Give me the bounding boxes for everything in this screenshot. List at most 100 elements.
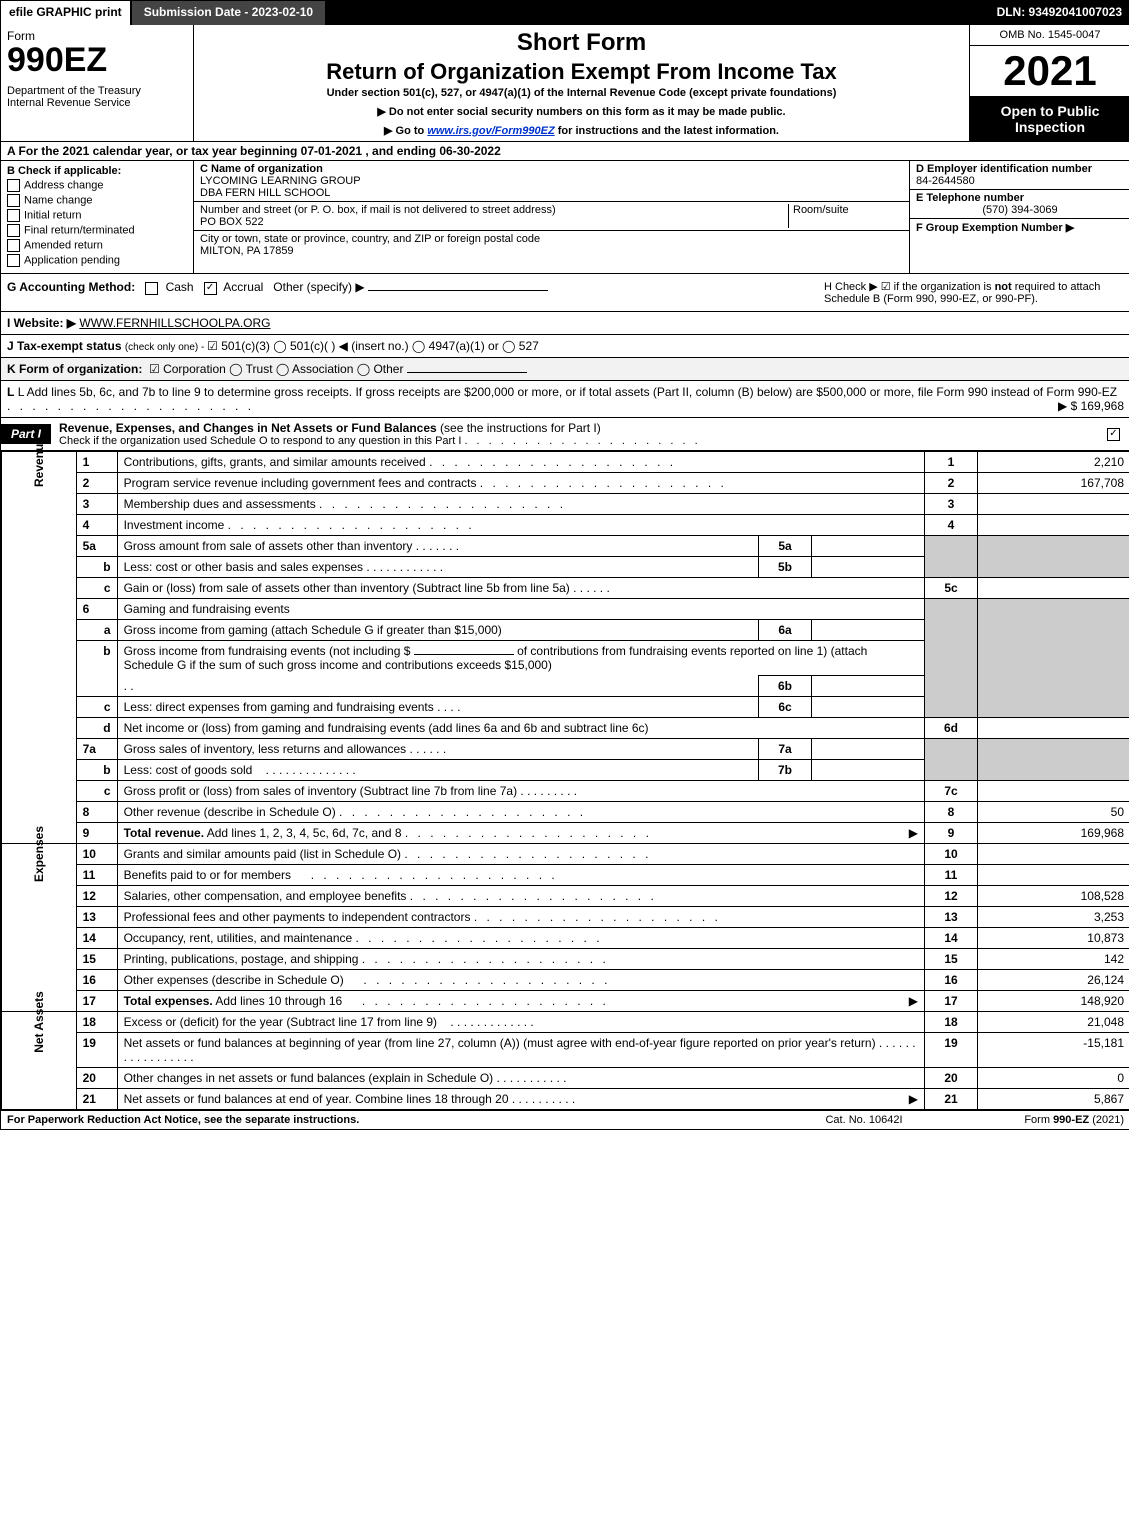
section-b: B Check if applicable: Address change Na… — [1, 161, 194, 273]
section-h: H Check ▶ ☑ if the organization is not r… — [824, 280, 1124, 305]
line-14: 14 Occupancy, rent, utilities, and maint… — [2, 928, 1129, 949]
revenue-side-label: Revenue — [2, 452, 77, 844]
line-12: 12 Salaries, other compensation, and emp… — [2, 886, 1129, 907]
main-title: Return of Organization Exempt From Incom… — [200, 59, 963, 85]
footer-left: For Paperwork Reduction Act Notice, see … — [7, 1114, 764, 1126]
section-j-sub: (check only one) - — [125, 342, 207, 353]
line-18: Net Assets 18 Excess or (deficit) for th… — [2, 1012, 1129, 1033]
line-20: 20 Other changes in net assets or fund b… — [2, 1068, 1129, 1089]
tax-year: 2021 — [970, 46, 1129, 97]
section-a: A For the 2021 calendar year, or tax yea… — [1, 142, 1129, 161]
other-input[interactable] — [368, 290, 548, 291]
org-name-row: C Name of organization LYCOMING LEARNING… — [194, 161, 909, 202]
org-name: LYCOMING LEARNING GROUP DBA FERN HILL SC… — [200, 175, 361, 199]
line-6: 6 Gaming and fundraising events — [2, 599, 1129, 620]
row-g-h: G Accounting Method: Cash Accrual Other … — [1, 274, 1129, 312]
line-21: 21 Net assets or fund balances at end of… — [2, 1089, 1129, 1110]
ein-value: 84-2644580 — [916, 175, 975, 187]
val-7b — [812, 760, 925, 781]
form-number: 990EZ — [7, 43, 187, 77]
lines-table: Revenue 1 Contributions, gifts, grants, … — [1, 451, 1129, 1110]
city-label: City or town, state or province, country… — [200, 233, 540, 245]
section-j-label: J Tax-exempt status — [7, 339, 122, 353]
group-exemption-label: F Group Exemption Number ▶ — [916, 222, 1074, 234]
other-org-input[interactable] — [407, 372, 527, 373]
line-7a: 7a Gross sales of inventory, less return… — [2, 739, 1129, 760]
section-l-text: L Add lines 5b, 6c, and 7b to line 9 to … — [18, 385, 1117, 399]
check-address-change[interactable]: Address change — [7, 179, 187, 192]
val-5a — [812, 536, 925, 557]
ein-row: D Employer identification number 84-2644… — [910, 161, 1129, 190]
check-final-return[interactable]: Final return/terminated — [7, 224, 187, 237]
section-b-label: B Check if applicable: — [7, 165, 187, 177]
phone-value: (570) 394-3069 — [916, 204, 1124, 216]
check-name-change[interactable]: Name change — [7, 194, 187, 207]
line-19: 19 Net assets or fund balances at beginn… — [2, 1033, 1129, 1068]
omb-label: OMB No. 1545-0047 — [970, 25, 1129, 46]
title-right: OMB No. 1545-0047 2021 Open to Public In… — [970, 25, 1129, 141]
section-c-label: C Name of organization — [200, 163, 323, 175]
val-5b — [812, 557, 925, 578]
phone-row: E Telephone number (570) 394-3069 — [910, 190, 1129, 219]
line-3: 3 Membership dues and assessments 3 — [2, 494, 1129, 515]
ein-label: D Employer identification number — [916, 163, 1092, 175]
header-bar: efile GRAPHIC print Submission Date - 20… — [1, 1, 1129, 25]
title-center: Short Form Return of Organization Exempt… — [194, 25, 970, 141]
note2-suffix: for instructions and the latest informat… — [555, 125, 779, 137]
website-value[interactable]: WWW.FERNHILLSCHOOLPA.ORG — [79, 316, 270, 330]
section-l: L L Add lines 5b, 6c, and 7b to line 9 t… — [1, 381, 1129, 418]
note-link: ▶ Go to www.irs.gov/Form990EZ for instru… — [200, 124, 963, 137]
section-j-opts: ☑ 501(c)(3) ◯ 501(c)( ) ◀ (insert no.) ◯… — [207, 339, 539, 353]
section-i: I Website: ▶ WWW.FERNHILLSCHOOLPA.ORG — [1, 312, 1129, 335]
subtitle: Under section 501(c), 527, or 4947(a)(1)… — [200, 87, 963, 99]
line-15: 15 Printing, publications, postage, and … — [2, 949, 1129, 970]
city-value: MILTON, PA 17859 — [200, 245, 294, 257]
footer-mid: Cat. No. 10642I — [764, 1114, 964, 1126]
irs-link[interactable]: www.irs.gov/Form990EZ — [427, 125, 554, 137]
website-label: I Website: ▶ — [7, 316, 76, 330]
val-6b — [812, 676, 925, 697]
room-label: Room/suite — [793, 204, 849, 216]
section-g: G Accounting Method: Cash Accrual Other … — [7, 280, 824, 305]
line-5c: c Gain or (loss) from sale of assets oth… — [2, 578, 1129, 599]
line-11: 11 Benefits paid to or for members 11 — [2, 865, 1129, 886]
section-d: D Employer identification number 84-2644… — [910, 161, 1129, 273]
section-l-amount: ▶ $ 169,968 — [1058, 399, 1124, 413]
section-k-label: K Form of organization: — [7, 362, 142, 376]
line-4: 4 Investment income 4 — [2, 515, 1129, 536]
section-k-opts: ☑ Corporation ◯ Trust ◯ Association ◯ Ot… — [149, 362, 403, 376]
check-amended-return[interactable]: Amended return — [7, 239, 187, 252]
line-5a: 5a Gross amount from sale of assets othe… — [2, 536, 1129, 557]
header-spacer — [327, 1, 988, 25]
check-application-pending[interactable]: Application pending — [7, 254, 187, 267]
line-7c: c Gross profit or (loss) from sales of i… — [2, 781, 1129, 802]
addr-row: Number and street (or P. O. box, if mail… — [194, 202, 909, 231]
line-8: 8 Other revenue (describe in Schedule O)… — [2, 802, 1129, 823]
line-13: 13 Professional fees and other payments … — [2, 907, 1129, 928]
cash-checkbox[interactable] — [145, 282, 158, 295]
note2-prefix: ▶ Go to — [384, 125, 427, 137]
title-left: Form 990EZ Department of the Treasury In… — [1, 25, 194, 141]
section-j: J Tax-exempt status (check only one) - ☑… — [1, 335, 1129, 358]
line-1: Revenue 1 Contributions, gifts, grants, … — [2, 452, 1129, 473]
addr-label: Number and street (or P. O. box, if mail… — [200, 204, 556, 216]
accrual-checkbox[interactable] — [204, 282, 217, 295]
info-grid: B Check if applicable: Address change Na… — [1, 161, 1129, 274]
line-9: 9 Total revenue. Add lines 1, 2, 3, 4, 5… — [2, 823, 1129, 844]
val-6c — [812, 697, 925, 718]
val-6a — [812, 620, 925, 641]
addr-value: PO BOX 522 — [200, 216, 264, 228]
efile-print-label[interactable]: efile GRAPHIC print — [1, 1, 130, 25]
part-1-title: Revenue, Expenses, and Changes in Net As… — [51, 418, 1107, 450]
val-7a — [812, 739, 925, 760]
short-form-title: Short Form — [200, 29, 963, 57]
dln-label: DLN: 93492041007023 — [989, 1, 1129, 25]
accrual-label: Accrual — [223, 280, 263, 294]
submission-date-label: Submission Date - 2023-02-10 — [130, 1, 327, 25]
section-c: C Name of organization LYCOMING LEARNING… — [194, 161, 910, 273]
check-initial-return[interactable]: Initial return — [7, 209, 187, 222]
department-label: Department of the Treasury Internal Reve… — [7, 85, 187, 109]
form-container: efile GRAPHIC print Submission Date - 20… — [0, 0, 1129, 1130]
section-g-label: G Accounting Method: — [7, 280, 135, 294]
part-1-check[interactable] — [1107, 427, 1129, 441]
